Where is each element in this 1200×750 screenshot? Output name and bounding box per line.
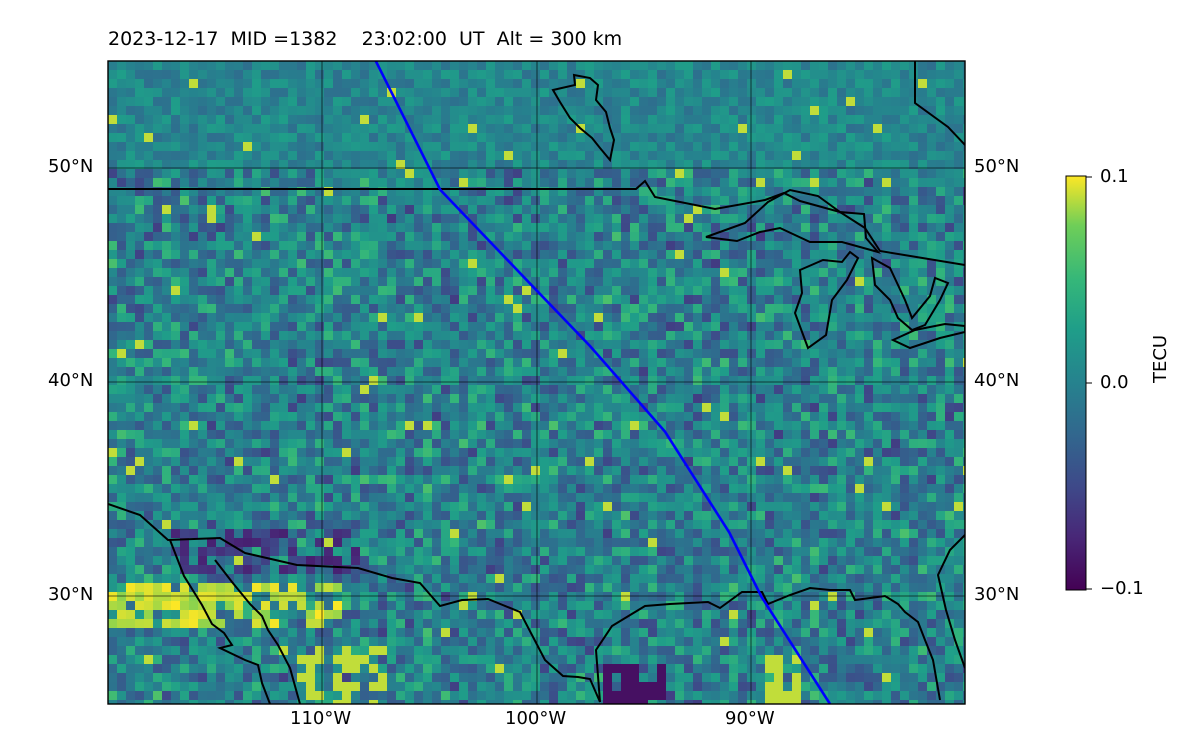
colorbar-tick-max: 0.1	[1100, 166, 1129, 187]
lake-huron	[870, 256, 950, 332]
us-canada-border	[108, 179, 965, 266]
tec-grid-cells	[108, 61, 965, 704]
florida-coast	[936, 534, 965, 669]
lon-label-90: 90°W	[725, 708, 775, 729]
sonora-coast	[214, 559, 301, 704]
gulf-coast-us	[594, 586, 941, 703]
satellite-track-line	[374, 61, 832, 704]
lon-label-110: 110°W	[290, 708, 352, 729]
colorbar-tick-zero: 0.0	[1100, 372, 1129, 393]
lat-label-50-left: 50°N	[48, 156, 94, 177]
lake-superior	[705, 188, 881, 254]
lake-erie	[890, 322, 965, 350]
colorbar-ticks	[1086, 176, 1092, 590]
map-title: 2023-12-17 MID =1382 23:02:00 UT Alt = 3…	[108, 28, 623, 50]
lake-michigan	[793, 250, 860, 350]
lat-label-30-left: 30°N	[48, 584, 94, 605]
colorbar-label: TECU	[1150, 334, 1171, 383]
map-frame	[107, 60, 966, 705]
lat-label-30-right: 30°N	[974, 584, 1020, 605]
map-boundaries	[108, 61, 965, 704]
lon-label-100: 100°W	[505, 708, 567, 729]
colorbar-tick-min: −0.1	[1100, 578, 1144, 599]
island-outline	[551, 73, 616, 163]
colorbar	[1065, 175, 1087, 591]
hudson-bay-coast	[914, 61, 965, 146]
us-mexico-border	[108, 503, 601, 703]
map-gridlines	[108, 61, 965, 704]
lat-label-40-right: 40°N	[974, 370, 1020, 391]
lat-label-40-left: 40°N	[48, 370, 94, 391]
lat-label-50-right: 50°N	[974, 156, 1020, 177]
baja-coast	[169, 539, 271, 704]
